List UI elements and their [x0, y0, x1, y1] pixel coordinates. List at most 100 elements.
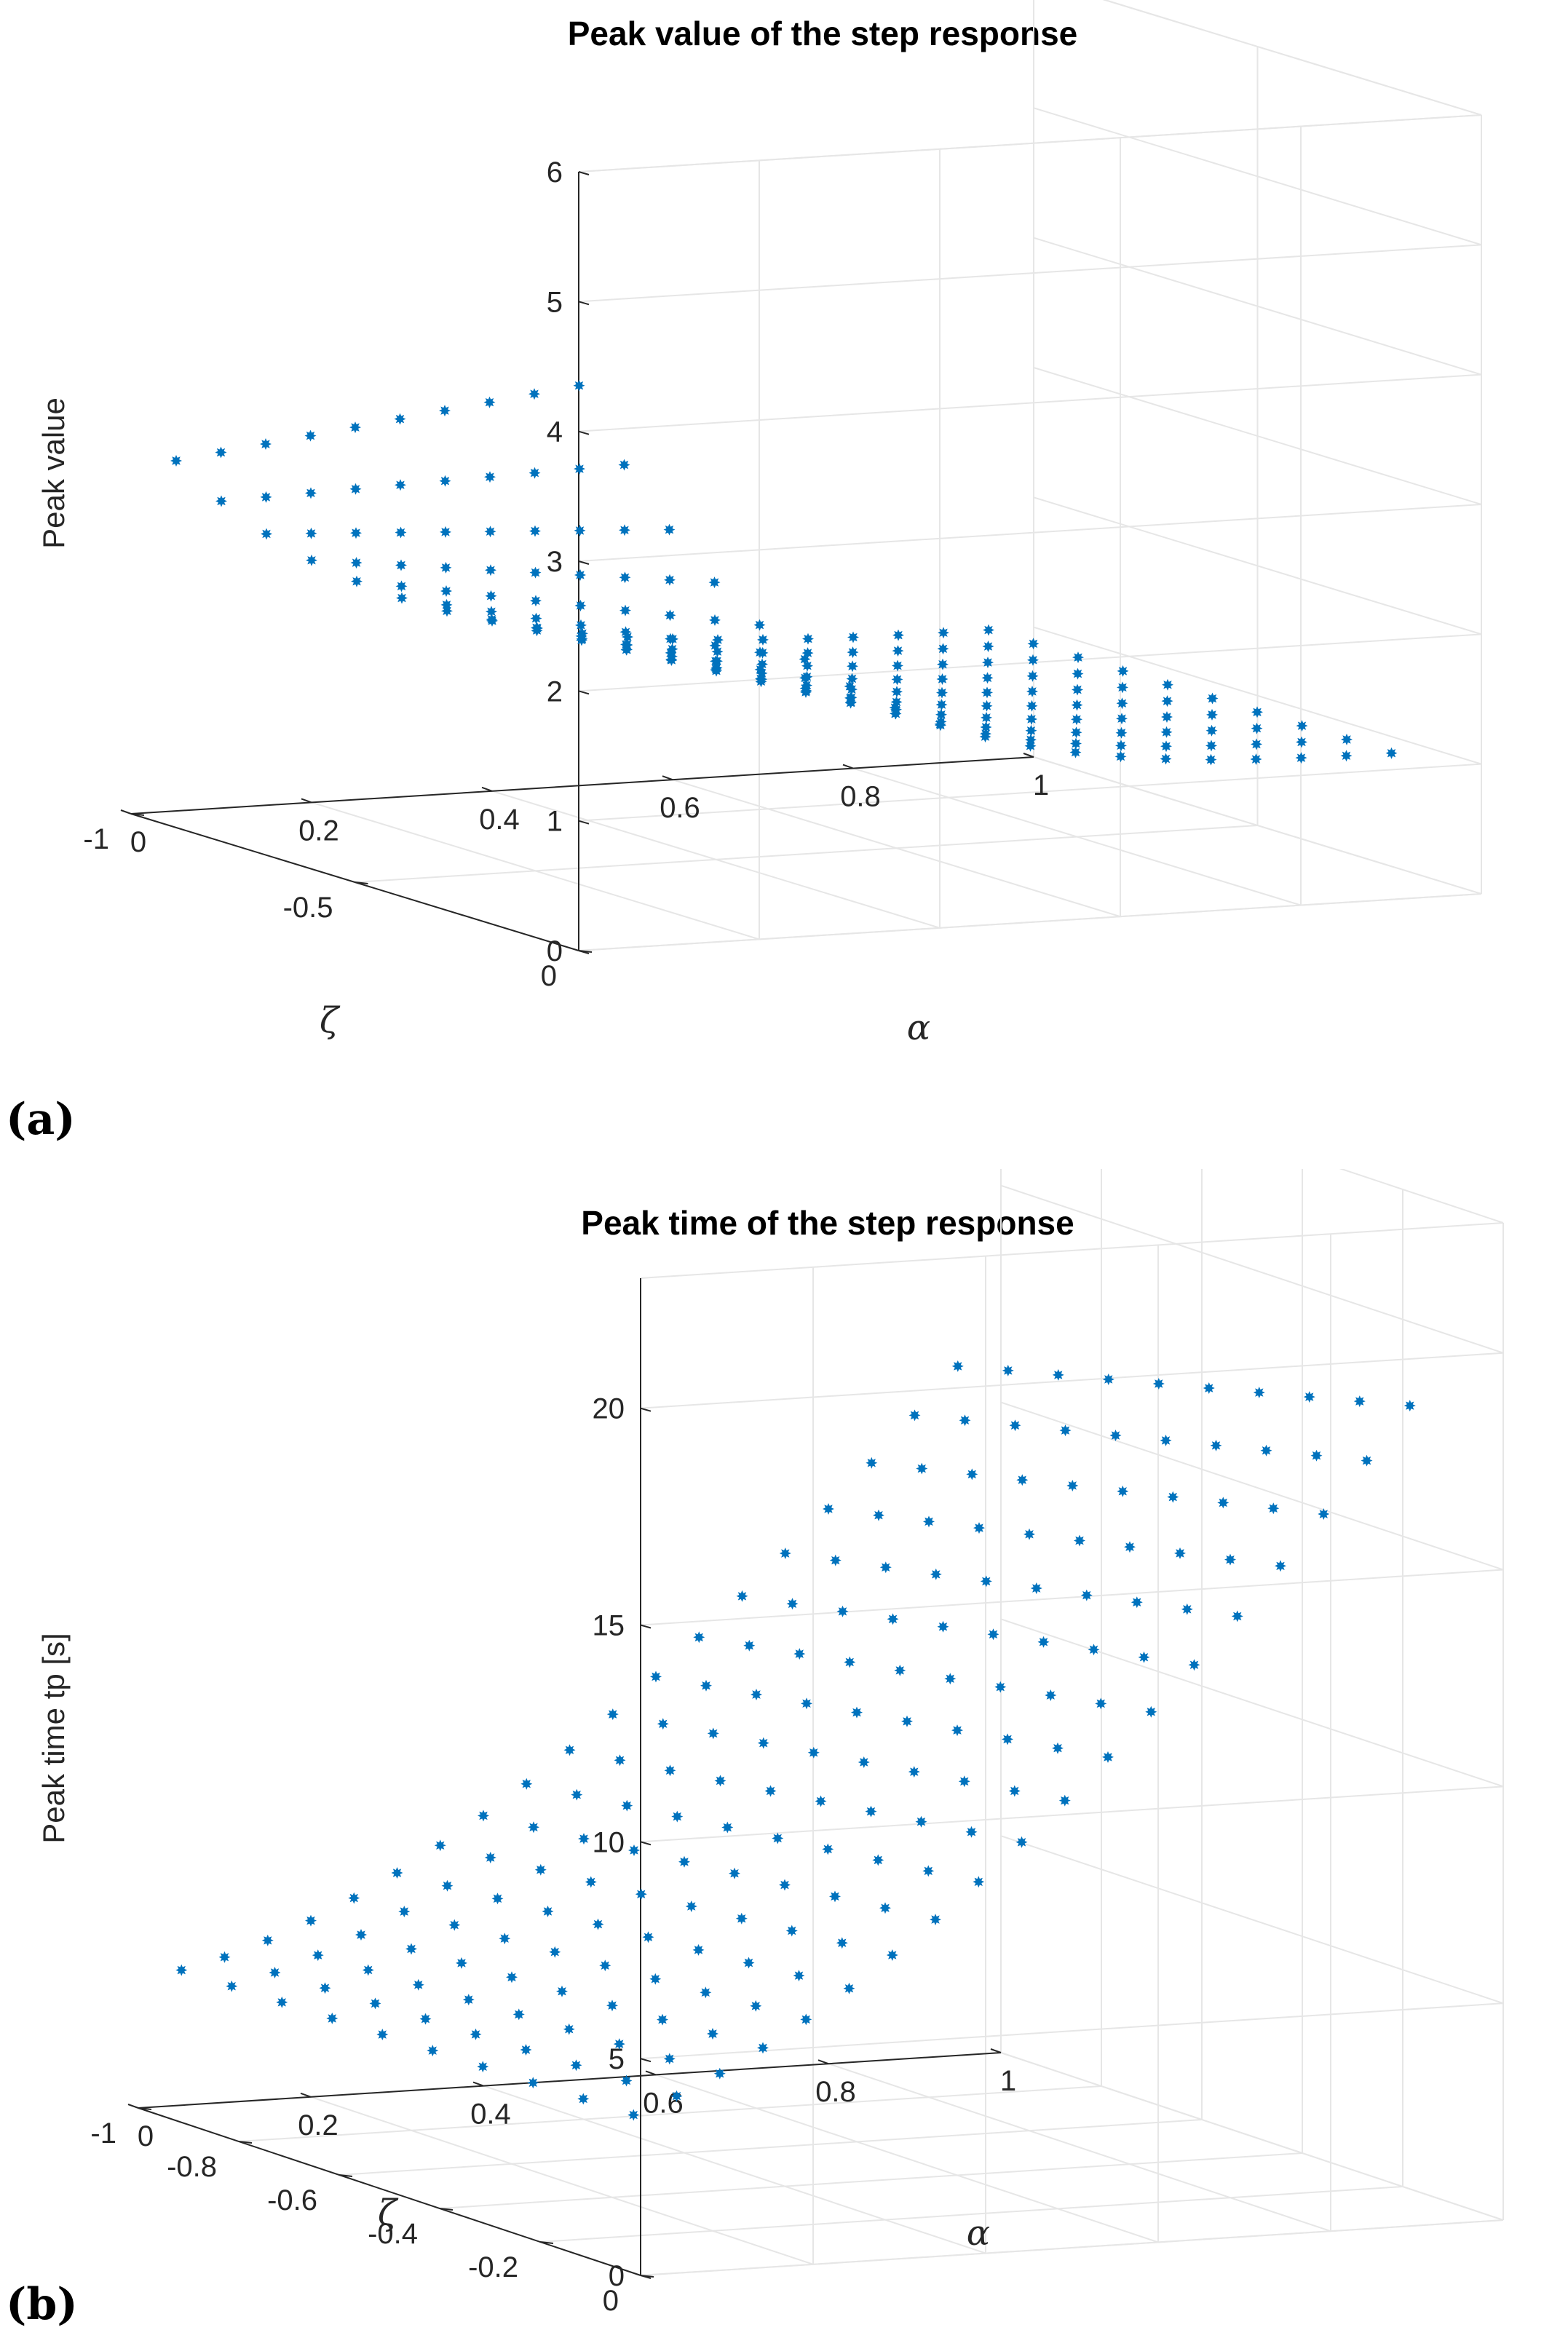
- z-tick-label: 5: [609, 2043, 625, 2075]
- data-point: [396, 592, 408, 604]
- data-point: [556, 1985, 568, 1997]
- data-point: [1116, 713, 1128, 725]
- data-point: [891, 686, 903, 698]
- data-point: [757, 633, 769, 646]
- chart-peak-value: Peak value of the step response 0 0.2 0.4 0…: [6, 0, 1482, 1145]
- data-point: [1318, 1508, 1330, 1520]
- grid-line: [1033, 237, 1482, 376]
- z-tick-label: 20: [593, 1393, 625, 1425]
- data-point: [757, 1737, 769, 1749]
- y-tick-label: 0: [603, 2285, 619, 2317]
- data-point: [872, 1854, 884, 1866]
- grid-line: [655, 2074, 1159, 2243]
- data-point: [491, 1893, 504, 1905]
- data-point: [1109, 1430, 1122, 1441]
- data-point: [729, 1867, 740, 1879]
- z-tick-mark: [578, 820, 590, 825]
- chart-title: Peak time of the step response: [581, 1204, 1074, 1242]
- data-point: [456, 1957, 467, 1969]
- data-point: [412, 1978, 424, 1991]
- x-tick-mark: [472, 2081, 484, 2087]
- data-point: [800, 2013, 812, 2026]
- data-point: [1102, 1374, 1114, 1385]
- data-point: [527, 2077, 539, 2089]
- data-point: [1251, 722, 1263, 734]
- grid-line: [1033, 107, 1482, 246]
- data-point: [664, 574, 676, 586]
- grid-line: [578, 893, 1482, 951]
- data-point: [1162, 678, 1173, 691]
- data-point: [441, 1879, 454, 1892]
- data-point: [606, 2000, 618, 2012]
- data-point: [743, 1639, 756, 1652]
- data-point: [751, 1689, 762, 1700]
- data-point: [1023, 1528, 1035, 1540]
- data-point: [916, 1462, 928, 1475]
- x-tick-label: 0.8: [840, 781, 881, 813]
- data-point: [754, 646, 766, 659]
- data-point: [708, 576, 721, 589]
- data-point: [750, 2000, 762, 2012]
- x-tick-label: 0.8: [815, 2076, 856, 2108]
- data-point: [892, 645, 904, 657]
- x-tick-mark: [990, 2048, 1002, 2053]
- data-point: [721, 1821, 734, 1834]
- data-point: [477, 2061, 489, 2073]
- data-point: [350, 557, 363, 569]
- data-point: [627, 2109, 640, 2121]
- data-point: [937, 1620, 949, 1633]
- y-tick-mark: [355, 881, 368, 884]
- data-point: [1206, 708, 1218, 721]
- panel-label: (b): [6, 2279, 78, 2330]
- data-points: [175, 1360, 1416, 2121]
- data-point: [1072, 667, 1084, 680]
- data-point: [709, 614, 721, 626]
- z-tick-mark: [578, 950, 590, 954]
- data-point: [628, 1844, 640, 1856]
- x-tick-label: 0.4: [479, 804, 520, 836]
- data-point: [1260, 1444, 1272, 1457]
- data-point: [1072, 651, 1084, 664]
- data-point: [829, 1890, 841, 1903]
- data-point: [892, 659, 903, 672]
- data-point: [1210, 1439, 1222, 1451]
- data-point: [889, 702, 901, 714]
- data-point: [391, 1867, 403, 1879]
- data-point: [799, 653, 811, 665]
- data-point: [965, 1826, 978, 1838]
- data-point: [1015, 1836, 1028, 1848]
- z-tick-label: 0: [609, 2260, 625, 2292]
- data-point: [1205, 753, 1217, 766]
- data-point: [1116, 697, 1128, 710]
- data-point: [1008, 1785, 1021, 1797]
- data-point: [1181, 1603, 1193, 1615]
- z-tick-mark: [578, 560, 590, 565]
- grid-line: [640, 2219, 1504, 2276]
- panel-label: (a): [6, 1094, 76, 1145]
- data-point: [395, 479, 406, 491]
- data-point: [1117, 665, 1129, 677]
- grid-line: [578, 244, 1482, 303]
- z-tick-label: 15: [593, 1610, 625, 1642]
- y-axis-label: ζ: [320, 1000, 341, 1041]
- data-point: [1251, 738, 1262, 750]
- grid-line: [1000, 2052, 1504, 2221]
- data-point: [571, 1788, 583, 1801]
- y-tick-mark: [439, 2208, 454, 2211]
- data-point: [1071, 713, 1082, 726]
- data-point: [349, 421, 361, 434]
- data-point: [1088, 1644, 1100, 1656]
- y-axis-line: [138, 2107, 641, 2276]
- data-point: [930, 1914, 941, 1926]
- data-point: [779, 1548, 791, 1559]
- data-point: [506, 1971, 518, 1984]
- y-tick-mark: [238, 2141, 253, 2144]
- data-point: [485, 590, 497, 602]
- data-point: [685, 1901, 697, 1912]
- x-tick-mark: [1023, 753, 1034, 758]
- data-point: [175, 1964, 188, 1976]
- data-point: [1205, 724, 1218, 737]
- data-point: [563, 1744, 576, 1756]
- data-point: [891, 673, 903, 686]
- data-point: [215, 495, 227, 507]
